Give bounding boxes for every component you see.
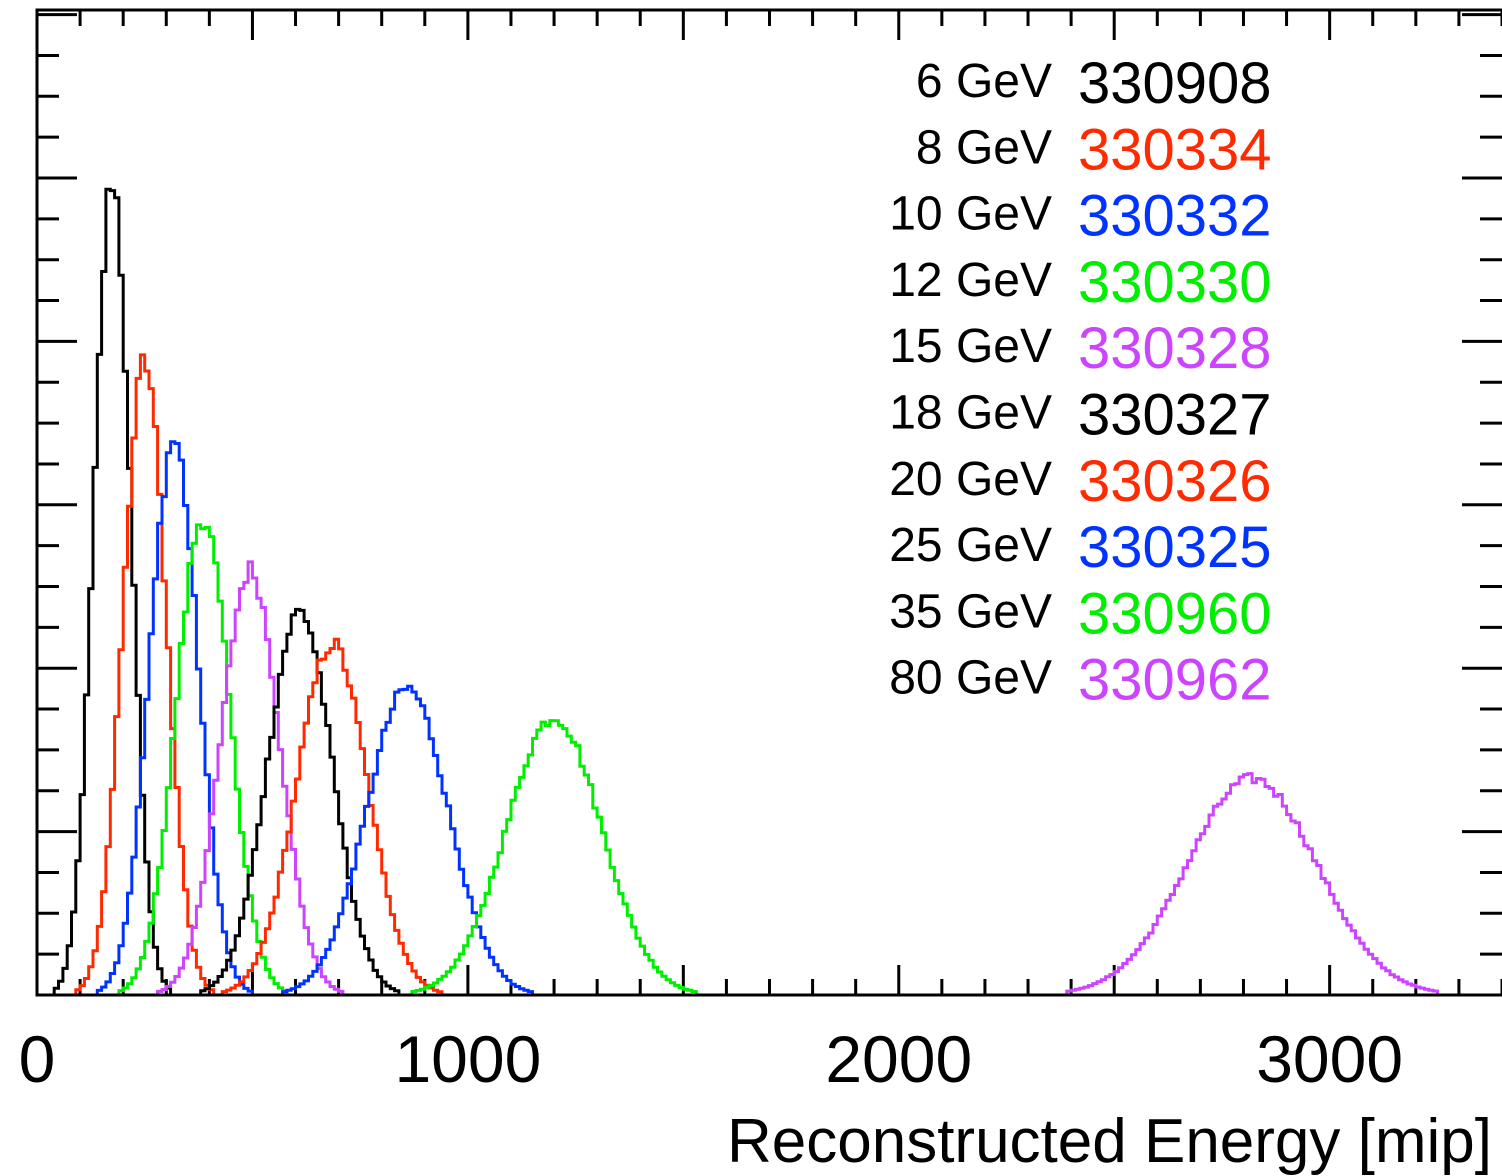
legend-energy-label: 6 GeV [916, 55, 1052, 108]
x-tick-label: 1000 [394, 1022, 541, 1096]
legend-series-name: 330334 [1078, 117, 1272, 182]
legend-energy-label: 15 GeV [889, 320, 1052, 373]
series-group [37, 187, 1502, 997]
legend-series-name: 330325 [1078, 515, 1272, 580]
series-line-330334 [37, 353, 1502, 997]
x-tick-labels: 0 1000 2000 3000 [19, 1022, 1403, 1096]
legend-energy-label: 25 GeV [889, 519, 1052, 572]
legend-energy-label: 80 GeV [889, 652, 1052, 705]
legend-series-name: 330962 [1078, 648, 1272, 713]
x-tick-label: 0 [19, 1022, 56, 1096]
legend-series-name: 330332 [1078, 184, 1272, 249]
legend-series-name: 330330 [1078, 250, 1272, 315]
legend-energy-label: 35 GeV [889, 585, 1052, 638]
legend-energy-label: 18 GeV [889, 387, 1052, 440]
legend-energy-label: 8 GeV [916, 121, 1052, 174]
x-tick-label: 3000 [1256, 1022, 1403, 1096]
legend-energy-label: 10 GeV [889, 188, 1052, 241]
plot-frame [35, 8, 1502, 997]
legend-energy-label: 12 GeV [889, 254, 1052, 307]
legend: 6 GeV 330908 8 GeV 330334 10 GeV 330332 12 GeV… [889, 51, 1271, 713]
legend-energy-label: 20 GeV [889, 453, 1052, 506]
legend-series-name: 330960 [1078, 581, 1272, 646]
x-tick-label: 2000 [825, 1022, 972, 1096]
legend-series-name: 330328 [1078, 316, 1272, 381]
legend-series-name: 330908 [1078, 51, 1272, 116]
legend-series-name: 330326 [1078, 449, 1272, 514]
series-line-330332 [37, 440, 1502, 997]
legend-series-name: 330327 [1078, 383, 1272, 448]
x-axis-title: Reconstructed Energy [mip] [727, 1107, 1492, 1176]
